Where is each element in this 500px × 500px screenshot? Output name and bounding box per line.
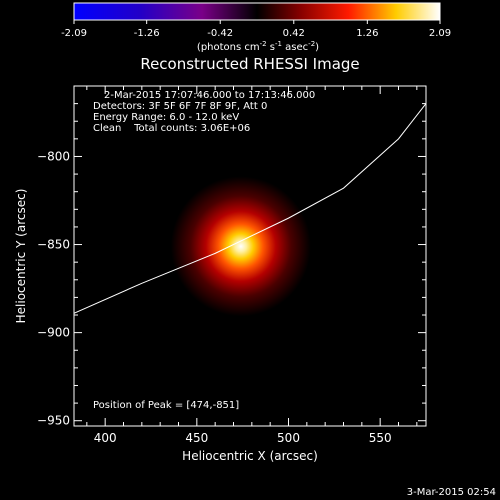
colorbar-tick-label: 0.42 [283, 28, 305, 39]
colorbar-unit: (photons cm-2 s-1 asec-2) [197, 40, 319, 53]
footer-date: 3-Mar-2015 02:54 [407, 487, 496, 498]
plot-frame [73, 85, 427, 427]
x-axis-label: Heliocentric X (arcsec) [182, 449, 318, 463]
y-axis-label: Heliocentric Y (arcsec) [14, 189, 28, 324]
x-tick-label: 400 [94, 431, 117, 445]
time-range-text: 2-Mar-2015 17:07:46.000 to 17:13:46.000 [104, 90, 315, 101]
colorbar-tick-label: -2.09 [61, 28, 87, 39]
colorbar-tick-label: 1.26 [356, 28, 378, 39]
peak-position-text: Position of Peak = [474,-851] [93, 400, 239, 411]
colorbar-ticks: -2.09 -1.26 -0.42 0.42 1.26 2.09 [61, 20, 451, 39]
y-tick-label: −900 [37, 326, 70, 340]
colorbar-gradient [73, 2, 441, 21]
energy-text: Energy Range: 6.0 - 12.0 keV [93, 112, 239, 123]
clean-text: Clean Total counts: 3.06E+06 [93, 123, 250, 134]
hxr-source [170, 176, 311, 317]
x-tick-label: 450 [185, 431, 208, 445]
axes: 400 450 500 550 −800 −850 −900 −950 [37, 86, 426, 445]
x-tick-label: 550 [369, 431, 392, 445]
colorbar-tick-label: -0.42 [207, 28, 233, 39]
colorbar-tick-label: -1.26 [134, 28, 160, 39]
y-tick-label: −800 [37, 149, 70, 163]
y-tick-label: −950 [37, 414, 70, 428]
y-tick-label: −850 [37, 238, 70, 252]
annotations: 2-Mar-2015 17:07:46.000 to 17:13:46.000 … [93, 90, 315, 411]
colorbar-tick-label: 2.09 [429, 28, 451, 39]
detectors-text: Detectors: 3F 5F 6F 7F 8F 9F, Att 0 [93, 101, 267, 112]
plot-image [74, 86, 426, 426]
colorbar: -2.09 -1.26 -0.42 0.42 1.26 2.09 (photons cm-… [61, 2, 451, 53]
solar-limb-line [74, 103, 426, 314]
chart-title: Reconstructed RHESSI Image [140, 55, 359, 73]
x-tick-label: 500 [277, 431, 300, 445]
